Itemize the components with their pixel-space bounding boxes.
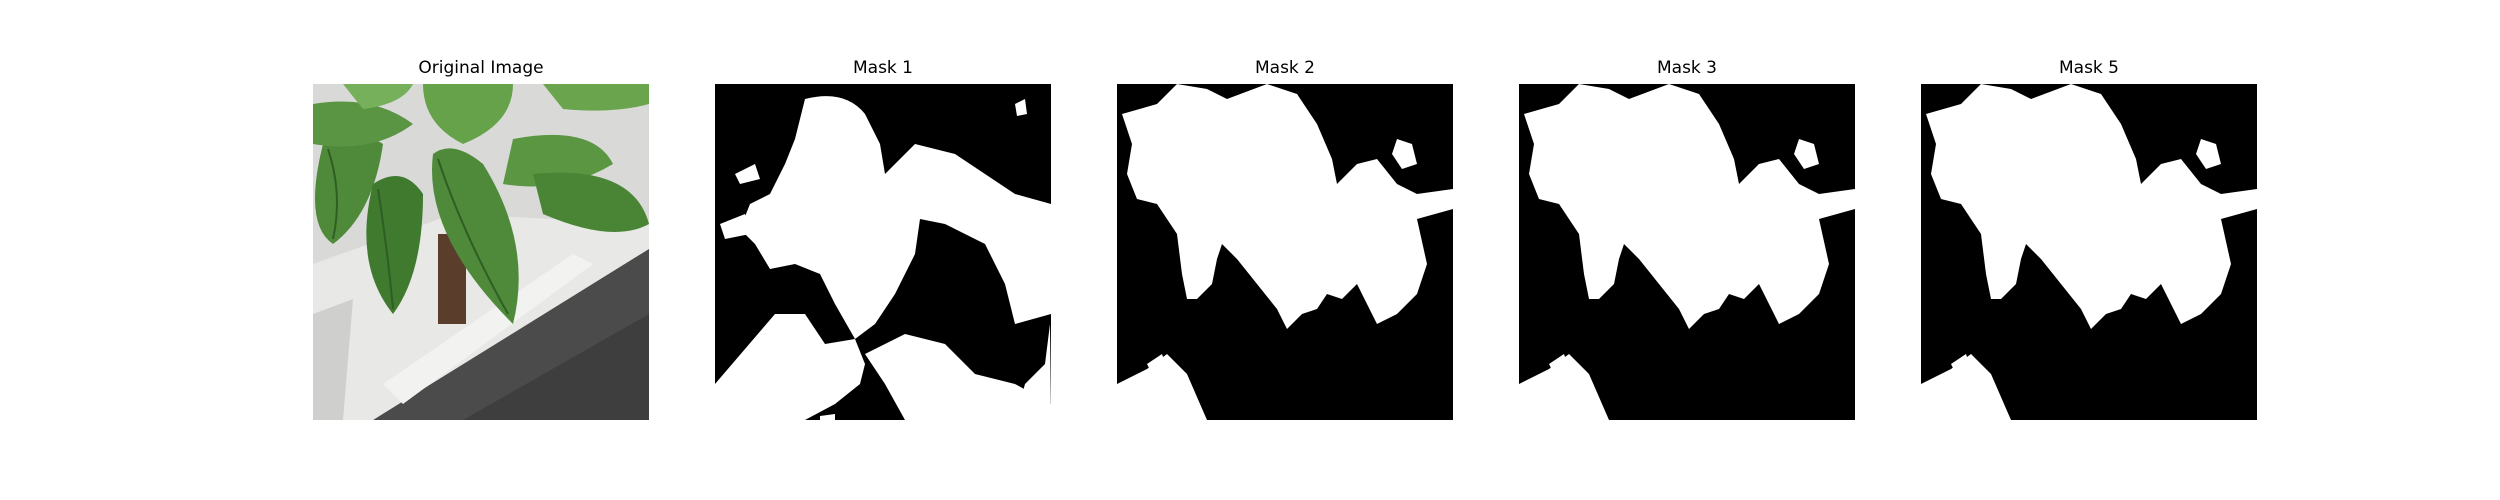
plant-photo-icon xyxy=(313,84,649,420)
segmentation-mask-icon xyxy=(715,84,1051,420)
segmentation-mask-icon xyxy=(1921,84,2257,420)
original-image-title: Original Image xyxy=(418,58,544,78)
mask-3-title: Mask 3 xyxy=(1656,58,1717,78)
segmentation-mask-icon xyxy=(1117,84,1453,420)
mask-2-image xyxy=(1117,84,1453,420)
original-image xyxy=(313,84,649,420)
mask-1-title: Mask 1 xyxy=(852,58,913,78)
mask-5-image xyxy=(1921,84,2257,420)
segmentation-mask-icon xyxy=(1519,84,1855,420)
mask-2-title: Mask 2 xyxy=(1254,58,1315,78)
mask-5-title: Mask 5 xyxy=(2058,58,2119,78)
mask-3-image xyxy=(1519,84,1855,420)
mask-1-image xyxy=(715,84,1051,420)
